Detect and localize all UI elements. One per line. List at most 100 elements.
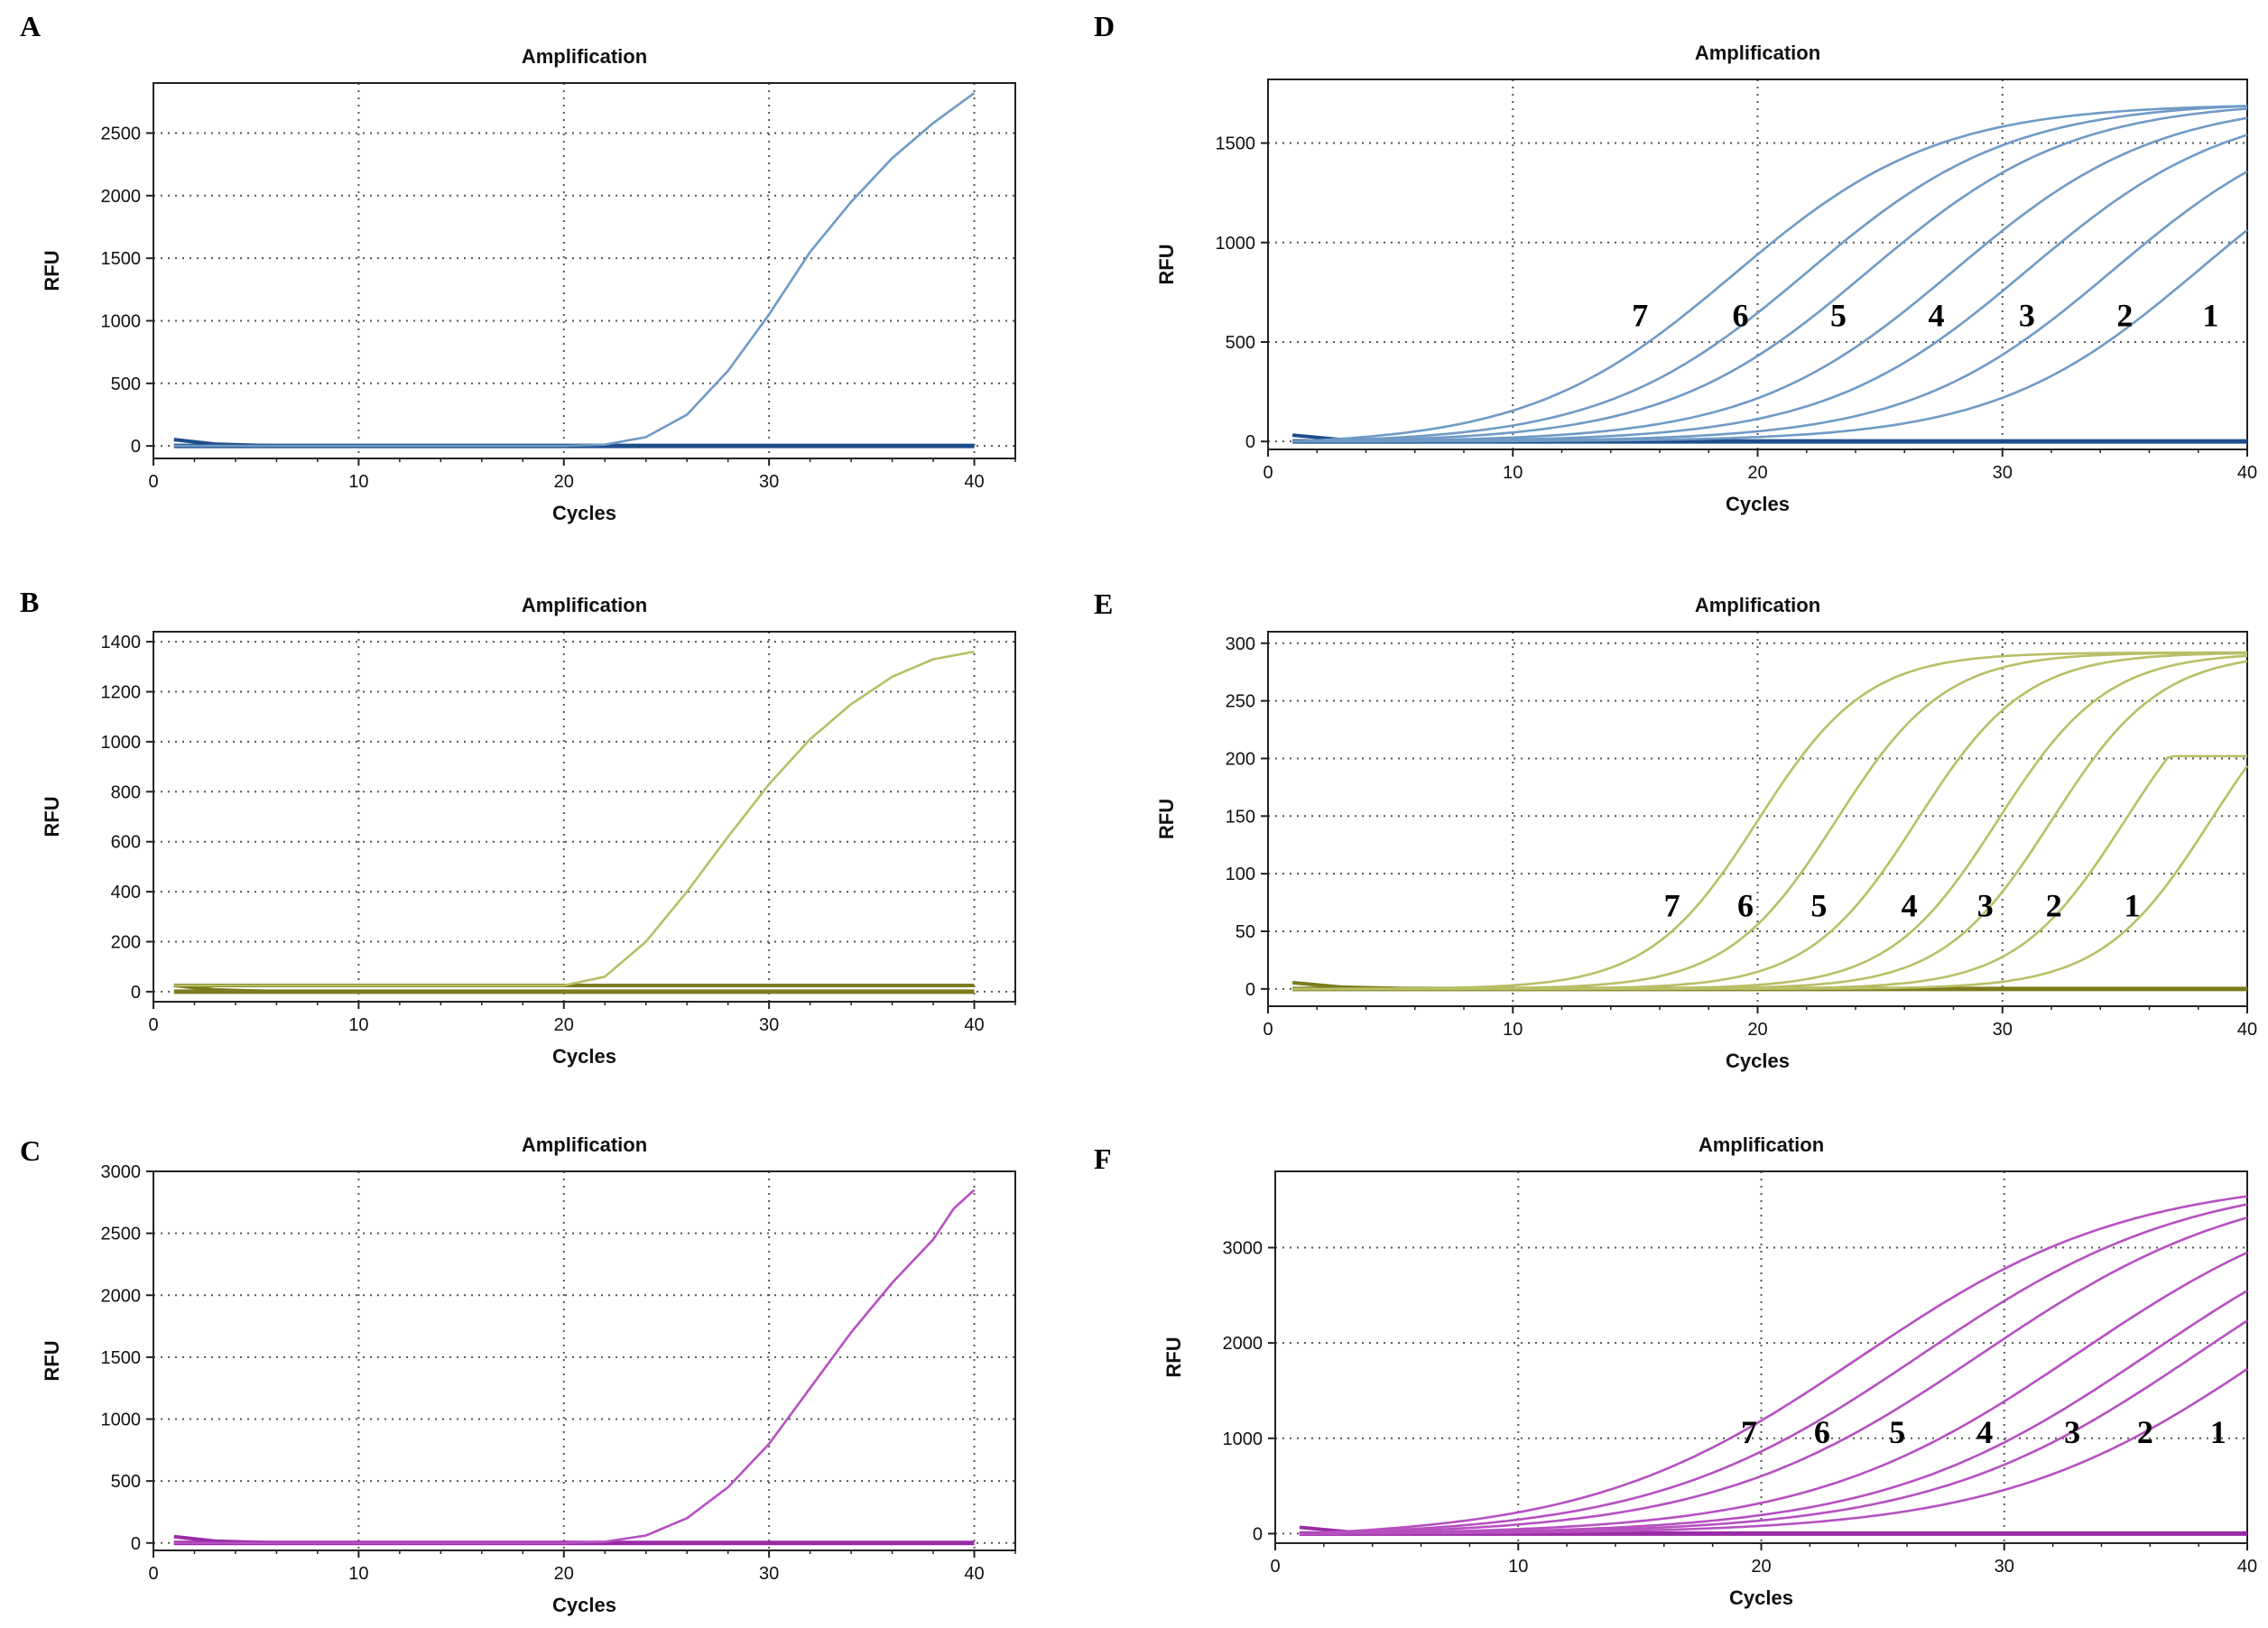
x-tick-label: 0 bbox=[1270, 1557, 1280, 1577]
x-tick-label: 30 bbox=[759, 1015, 779, 1035]
chart-title: Amplification bbox=[1695, 594, 1820, 616]
amplification-curve bbox=[1292, 107, 2248, 443]
y-tick-label: 3000 bbox=[1223, 1239, 1264, 1259]
curve-label: 3 bbox=[1977, 887, 1994, 923]
y-tick-label: 800 bbox=[111, 782, 141, 802]
curve-label: 2 bbox=[2137, 1414, 2153, 1450]
y-tick-label: 500 bbox=[111, 375, 141, 394]
curve-label: 2 bbox=[2116, 297, 2133, 333]
x-tick-label: 10 bbox=[1508, 1557, 1528, 1577]
x-tick-label: 30 bbox=[759, 1564, 779, 1584]
y-tick-label: 0 bbox=[131, 437, 141, 457]
x-tick-label: 40 bbox=[964, 1015, 984, 1035]
y-tick-label: 300 bbox=[1226, 634, 1255, 654]
x-tick-label: 30 bbox=[1993, 1020, 2013, 1040]
curve-label: 5 bbox=[1830, 297, 1847, 333]
x-tick-label: 10 bbox=[348, 1564, 368, 1584]
amplification-curve bbox=[1292, 134, 2248, 443]
amplification-curve bbox=[1299, 1195, 2248, 1535]
y-tick-label: 600 bbox=[111, 833, 141, 853]
y-axis-label: RFU bbox=[41, 796, 63, 837]
y-tick-label: 1500 bbox=[1216, 134, 1256, 154]
x-tick-label: 20 bbox=[554, 1564, 574, 1584]
curve-label: 5 bbox=[1810, 887, 1827, 923]
y-tick-label: 0 bbox=[1253, 1524, 1263, 1544]
y-tick-label: 1200 bbox=[101, 682, 142, 702]
curve-label: 7 bbox=[1664, 887, 1680, 923]
plot-frame bbox=[1274, 1170, 2248, 1544]
x-tick-label: 10 bbox=[348, 1015, 368, 1035]
amplification-curve bbox=[173, 650, 975, 987]
y-tick-label: 1000 bbox=[1216, 234, 1256, 254]
x-tick-label: 20 bbox=[1751, 1557, 1771, 1577]
x-tick-label: 40 bbox=[2237, 463, 2257, 483]
y-axis-label: RFU bbox=[41, 250, 63, 291]
amplification-curve bbox=[1292, 170, 2248, 443]
panel-letter: C bbox=[20, 1134, 41, 1167]
panel-f: F Amplification 0 10 20 30 40 0 1000 2000 3000 Cycl… bbox=[1094, 1133, 2257, 1609]
curve-label: 6 bbox=[1814, 1414, 1830, 1450]
baseline-start bbox=[173, 983, 277, 994]
amplification-curve bbox=[1299, 1251, 2248, 1535]
curve-label: 2 bbox=[2046, 887, 2062, 923]
y-tick-label: 1000 bbox=[1223, 1429, 1264, 1449]
panel-letter: D bbox=[1094, 10, 1115, 42]
x-axis-label: Cycles bbox=[1729, 1586, 1793, 1609]
amplification-curve bbox=[1292, 652, 2248, 991]
curve-label: 6 bbox=[1733, 297, 1749, 333]
amplification-curve bbox=[1292, 228, 2248, 443]
y-tick-label: 2000 bbox=[101, 187, 142, 207]
panel-letter: A bbox=[20, 10, 41, 42]
y-tick-label: 150 bbox=[1226, 807, 1255, 827]
x-tick-label: 20 bbox=[1747, 1020, 1767, 1040]
y-tick-label: 400 bbox=[111, 883, 141, 902]
amplification-curve bbox=[1292, 105, 2248, 443]
amplification-curve bbox=[1292, 654, 2248, 991]
y-tick-label: 50 bbox=[1236, 922, 1255, 942]
x-axis-label: Cycles bbox=[1726, 1050, 1790, 1072]
x-tick-label: 40 bbox=[964, 1564, 984, 1584]
y-tick-label: 1000 bbox=[101, 1411, 142, 1430]
panel-d: D Amplification 0 10 20 30 40 0 500 1000 1500 Cycle… bbox=[1094, 10, 2257, 515]
x-tick-label: 40 bbox=[2237, 1020, 2257, 1040]
x-axis-label: Cycles bbox=[552, 1594, 616, 1616]
x-tick-label: 10 bbox=[1503, 1020, 1523, 1040]
y-tick-label: 2000 bbox=[101, 1286, 142, 1306]
curve-label: 4 bbox=[1929, 297, 1945, 333]
x-tick-label: 10 bbox=[348, 472, 368, 492]
y-tick-label: 2000 bbox=[1223, 1334, 1264, 1354]
plot-frame bbox=[153, 631, 1016, 1003]
chart-title: Amplification bbox=[1695, 42, 1820, 64]
x-tick-label: 0 bbox=[1263, 463, 1273, 483]
amplification-curve bbox=[1292, 651, 2247, 991]
y-tick-label: 1000 bbox=[101, 311, 142, 331]
chart-title: Amplification bbox=[522, 594, 647, 616]
y-tick-label: 0 bbox=[131, 983, 141, 1003]
amplification-curve bbox=[1292, 765, 2249, 991]
amplification-curve bbox=[1292, 116, 2248, 443]
amplification-curve bbox=[1292, 651, 2247, 991]
y-tick-label: 1400 bbox=[101, 633, 142, 652]
y-tick-label: 0 bbox=[1245, 980, 1255, 1000]
panel-a: A Amplification 0 10 20 30 40 0 500 1000 1500 2000 2… bbox=[20, 10, 1016, 524]
amplification-curve bbox=[173, 92, 976, 448]
y-axis-label: RFU bbox=[1162, 1337, 1185, 1377]
amplification-curve bbox=[1299, 1367, 2248, 1535]
x-axis-label: Cycles bbox=[552, 1045, 616, 1068]
curve-label: 1 bbox=[2202, 297, 2218, 333]
x-tick-label: 40 bbox=[964, 472, 984, 492]
curve-label: 6 bbox=[1737, 887, 1754, 923]
y-tick-label: 500 bbox=[1226, 333, 1255, 353]
y-axis-label: RFU bbox=[1155, 799, 1178, 839]
x-tick-label: 20 bbox=[1747, 463, 1767, 483]
curve-label: 3 bbox=[2064, 1414, 2080, 1450]
y-tick-label: 1500 bbox=[101, 1348, 142, 1368]
x-tick-label: 0 bbox=[1263, 1020, 1273, 1040]
panel-letter: E bbox=[1094, 587, 1113, 620]
y-tick-label: 1000 bbox=[101, 733, 142, 753]
curve-label: 3 bbox=[2019, 297, 2035, 333]
amplification-curve bbox=[1292, 754, 2247, 991]
y-tick-label: 0 bbox=[131, 1534, 141, 1554]
